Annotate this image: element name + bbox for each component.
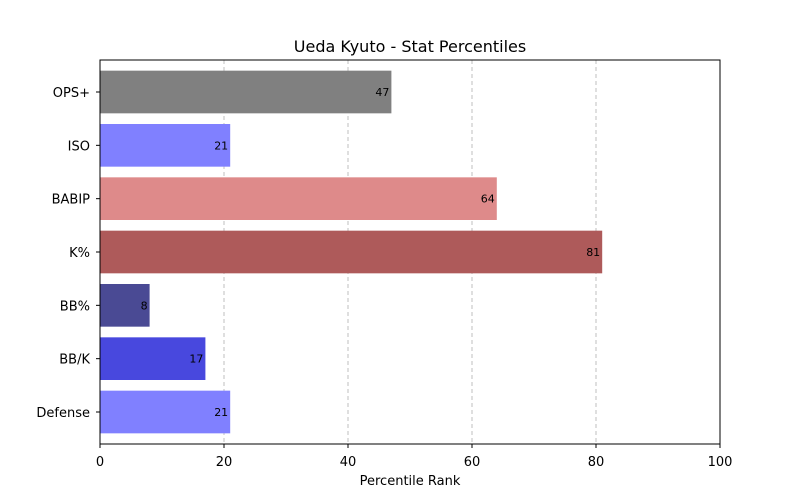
y-axis-ticks: OPS+ ISO BABIP K% BB% BB/K Defense — [36, 86, 100, 421]
y-tick-label-bb-k: BB/K — [59, 353, 90, 368]
y-tick-label-iso: ISO — [68, 139, 90, 154]
y-tick-label-bb: BB% — [60, 299, 90, 314]
value-label-k: 81 — [586, 246, 600, 259]
x-axis-ticks: 0 20 40 60 80 100 — [96, 444, 733, 470]
x-tick-label-100: 100 — [708, 455, 733, 470]
value-label-bb-k: 17 — [189, 353, 203, 366]
y-tick-label-k: K% — [69, 246, 90, 261]
value-labels-layer: 47 21 64 81 8 17 21 — [141, 86, 601, 419]
x-tick-label-40: 40 — [340, 455, 357, 470]
chart-title: Ueda Kyuto - Stat Percentiles — [294, 37, 526, 56]
bar-babip — [100, 177, 497, 220]
value-label-bb: 8 — [141, 299, 148, 312]
bar-bb-k — [100, 337, 206, 380]
x-tick-label-60: 60 — [464, 455, 481, 470]
x-tick-label-20: 20 — [216, 455, 233, 470]
bar-defense — [100, 390, 231, 434]
y-tick-label-babip: BABIP — [52, 193, 91, 208]
x-tick-label-0: 0 — [96, 455, 104, 470]
x-tick-label-80: 80 — [588, 455, 605, 470]
bar-bb — [100, 284, 150, 327]
bar-ops — [100, 70, 392, 114]
value-label-babip: 64 — [481, 193, 495, 206]
value-label-defense: 21 — [214, 406, 228, 419]
bars-layer — [100, 70, 603, 434]
y-tick-label-ops: OPS+ — [53, 86, 90, 101]
x-axis-label: Percentile Rank — [360, 474, 461, 489]
y-tick-label-defense: Defense — [36, 406, 90, 421]
value-label-iso: 21 — [214, 139, 228, 152]
bar-k — [100, 230, 603, 274]
value-label-ops: 47 — [375, 86, 389, 99]
bar-iso — [100, 124, 231, 167]
